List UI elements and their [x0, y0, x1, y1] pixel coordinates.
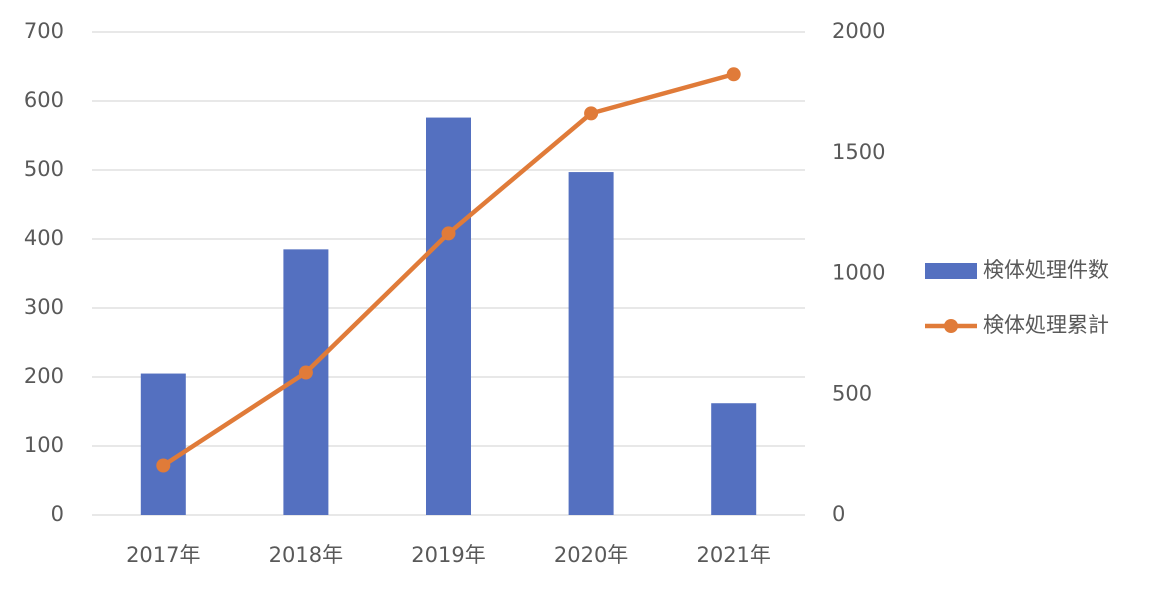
line-point	[298, 365, 313, 380]
x-tick-label: 2017年	[126, 543, 200, 567]
bar	[426, 117, 471, 515]
legend-label: 検体処理件数	[983, 258, 1109, 282]
y-tick-label: 0	[51, 502, 64, 526]
legend-swatch	[944, 319, 958, 333]
x-tick-label: 2019年	[411, 543, 485, 567]
y-tick-label: 300	[24, 295, 64, 319]
y-tick-label: 500	[24, 157, 64, 181]
y2-tick-label: 1000	[832, 261, 885, 285]
y-tick-label: 200	[24, 364, 64, 388]
y-tick-label: 400	[24, 226, 64, 250]
y2-tick-label: 1500	[832, 140, 885, 164]
x-tick-label: 2018年	[269, 543, 343, 567]
line-point	[584, 106, 599, 121]
y2-tick-label: 0	[832, 502, 845, 526]
bar	[140, 373, 186, 515]
line-point	[156, 458, 171, 473]
bar	[568, 172, 614, 515]
y-tick-label: 600	[24, 88, 64, 112]
y2-tick-label: 2000	[832, 19, 885, 43]
x-tick-label: 2020年	[554, 543, 628, 567]
line-point	[726, 67, 741, 82]
line-point	[441, 226, 456, 241]
y-tick-label: 700	[24, 19, 64, 43]
x-tick-label: 2021年	[696, 543, 770, 567]
y-tick-label: 100	[24, 433, 64, 457]
bar	[711, 403, 757, 515]
legend-swatch	[925, 263, 977, 279]
y2-tick-label: 500	[832, 381, 872, 405]
legend-label: 検体処理累計	[983, 313, 1109, 337]
